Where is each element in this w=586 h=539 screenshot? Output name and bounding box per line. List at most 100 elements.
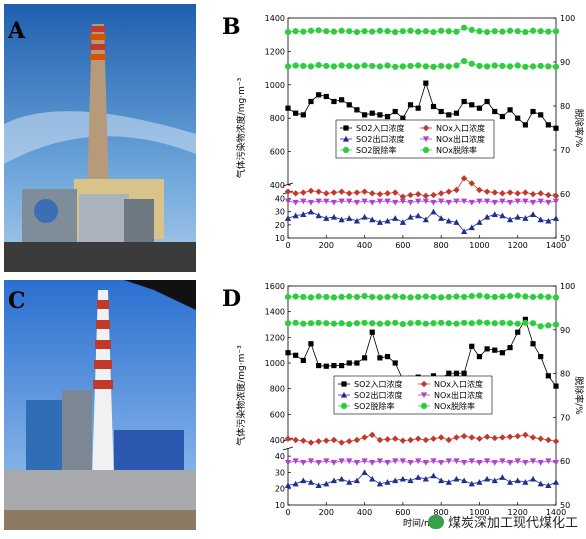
series-line bbox=[287, 460, 557, 464]
data-point bbox=[476, 435, 483, 442]
data-point bbox=[476, 219, 483, 225]
data-point bbox=[491, 434, 498, 442]
data-point bbox=[529, 199, 537, 206]
data-point bbox=[384, 479, 391, 485]
data-point bbox=[476, 105, 483, 111]
data-point bbox=[515, 115, 521, 121]
data-point bbox=[376, 294, 383, 301]
legend-label: NOx出口浓度 bbox=[436, 134, 485, 144]
series-3 bbox=[284, 458, 560, 466]
data-point bbox=[430, 208, 437, 215]
data-point bbox=[437, 434, 445, 441]
legend-label: NOx入口浓度 bbox=[434, 379, 483, 389]
legend-label: NOx入口浓度 bbox=[436, 123, 485, 133]
data-point bbox=[384, 320, 391, 327]
data-point bbox=[308, 98, 314, 105]
data-point bbox=[469, 343, 475, 349]
series-3 bbox=[284, 198, 560, 206]
legend-label: SO2出口浓度 bbox=[354, 390, 402, 400]
x-tick-label: 600 bbox=[395, 508, 410, 517]
photo-panel-a: A bbox=[4, 4, 196, 272]
data-point bbox=[529, 190, 537, 198]
data-point bbox=[384, 198, 391, 205]
data-point bbox=[361, 458, 368, 465]
series-line bbox=[287, 295, 557, 298]
data-point bbox=[369, 475, 376, 482]
data-point bbox=[522, 319, 529, 326]
data-point bbox=[445, 28, 452, 35]
data-point bbox=[338, 475, 345, 482]
data-point bbox=[506, 479, 514, 485]
data-point bbox=[529, 27, 537, 34]
data-point bbox=[552, 215, 560, 221]
data-point bbox=[438, 319, 445, 326]
data-point bbox=[468, 224, 475, 231]
data-point bbox=[346, 198, 353, 205]
y2-tick-label: 90 bbox=[560, 58, 570, 67]
series-5 bbox=[284, 58, 560, 70]
data-point bbox=[292, 458, 299, 465]
y2-tick-label: 70 bbox=[560, 146, 570, 155]
axis-break-mark bbox=[282, 446, 294, 451]
data-point bbox=[445, 479, 452, 485]
data-point bbox=[338, 216, 345, 223]
data-point bbox=[361, 469, 368, 476]
data-point bbox=[300, 437, 307, 444]
data-point bbox=[361, 292, 368, 300]
data-point bbox=[514, 320, 521, 327]
legend-box bbox=[335, 119, 495, 159]
data-point bbox=[506, 460, 514, 466]
y-tick-label: 1000 bbox=[265, 81, 285, 90]
legend-label: NOx出口浓度 bbox=[434, 390, 483, 400]
chart-b-group: 0 200 400 600 800 1000 1200 1400 400 600 800 1000 12… bbox=[235, 14, 585, 250]
data-point bbox=[545, 191, 552, 199]
data-point bbox=[339, 97, 345, 103]
data-point bbox=[461, 293, 468, 301]
data-point bbox=[346, 438, 353, 445]
series-line bbox=[287, 81, 557, 129]
data-point bbox=[399, 219, 406, 225]
data-point bbox=[407, 213, 414, 220]
watermark: 煤炭深加工现代煤化工 bbox=[427, 512, 578, 531]
data-point bbox=[407, 62, 414, 70]
data-point bbox=[346, 190, 353, 197]
data-point bbox=[330, 436, 338, 444]
data-point bbox=[545, 373, 551, 379]
data-point bbox=[430, 472, 437, 479]
data-point bbox=[553, 383, 559, 389]
data-point bbox=[315, 438, 322, 445]
data-point bbox=[392, 63, 399, 70]
data-point bbox=[461, 98, 467, 105]
data-point bbox=[307, 187, 315, 195]
series-2 bbox=[284, 208, 560, 235]
data-point bbox=[415, 212, 422, 219]
data-point bbox=[300, 112, 306, 118]
data-point bbox=[353, 320, 361, 327]
data-point bbox=[453, 219, 460, 225]
data-point bbox=[514, 292, 521, 299]
data-point bbox=[538, 353, 544, 360]
data-point bbox=[415, 62, 422, 69]
data-point bbox=[300, 28, 307, 35]
data-point bbox=[338, 293, 345, 301]
data-point bbox=[430, 373, 437, 379]
data-point bbox=[346, 360, 352, 366]
series-4 bbox=[284, 292, 560, 301]
data-point bbox=[468, 199, 475, 206]
data-point bbox=[407, 199, 414, 206]
data-point bbox=[361, 62, 368, 69]
data-point bbox=[330, 63, 338, 70]
data-point bbox=[292, 293, 299, 300]
y2-tick-label: 80 bbox=[560, 370, 570, 379]
data-point bbox=[323, 458, 330, 465]
data-point bbox=[330, 294, 338, 301]
data-point bbox=[468, 60, 475, 67]
data-point bbox=[330, 189, 338, 196]
y2-axis-label: 脱除率/% bbox=[573, 109, 585, 148]
data-point bbox=[284, 460, 292, 466]
data-point bbox=[376, 436, 384, 444]
data-point bbox=[483, 293, 491, 300]
data-point bbox=[384, 293, 391, 301]
data-point bbox=[476, 319, 483, 326]
data-point bbox=[461, 198, 468, 205]
